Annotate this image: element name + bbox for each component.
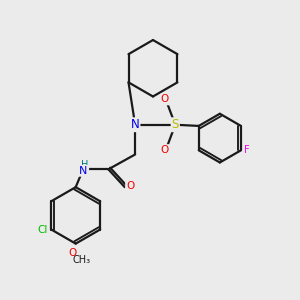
Text: O: O: [161, 145, 169, 155]
Text: CH₃: CH₃: [73, 255, 91, 265]
Text: S: S: [172, 118, 179, 131]
Text: O: O: [161, 94, 169, 104]
Text: N: N: [131, 118, 140, 131]
Text: F: F: [244, 145, 250, 155]
Text: O: O: [126, 181, 134, 191]
Text: Cl: Cl: [38, 224, 48, 235]
Text: H: H: [81, 160, 88, 170]
Text: O: O: [69, 248, 77, 258]
Text: N: N: [79, 166, 87, 176]
